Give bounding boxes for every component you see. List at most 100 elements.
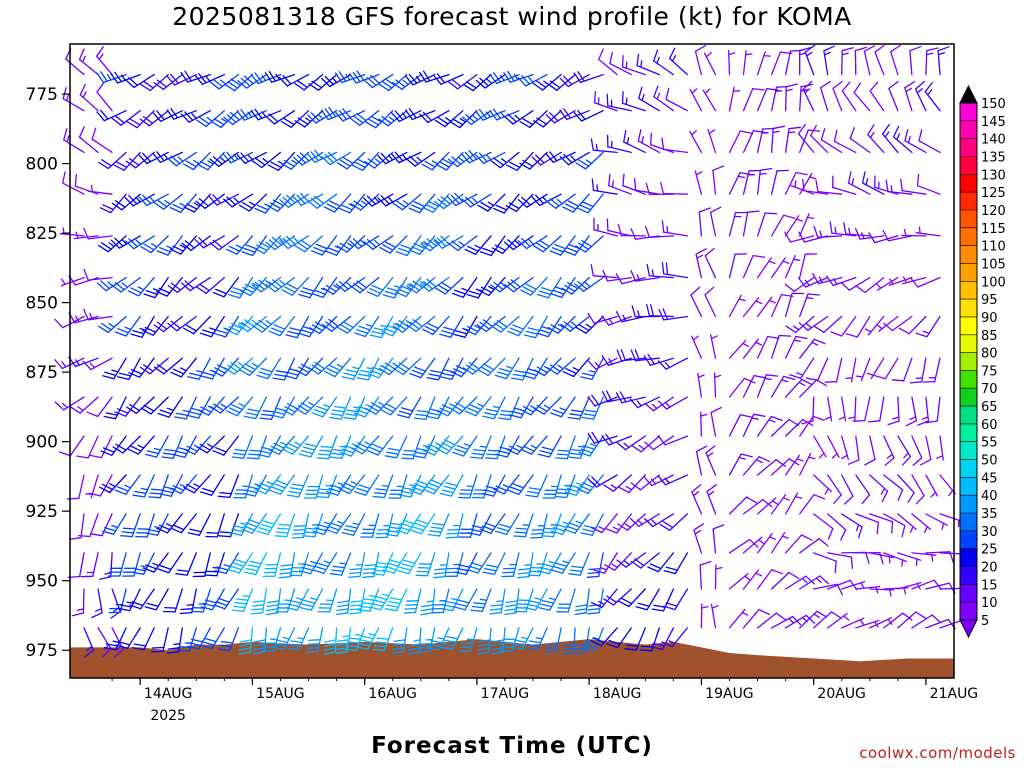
wind-barb xyxy=(392,193,422,211)
wind-barb xyxy=(324,357,352,378)
wind-barb xyxy=(799,172,817,195)
wind-barb xyxy=(170,513,197,534)
wind-barb xyxy=(117,588,141,612)
wind-barb xyxy=(445,513,464,539)
wind-barb xyxy=(199,474,225,496)
wind-barb xyxy=(843,222,871,237)
wind-barb xyxy=(371,552,394,576)
wind-barb xyxy=(630,552,660,569)
wind-barb xyxy=(657,357,689,370)
wind-barb xyxy=(593,217,618,237)
wind-barb xyxy=(827,474,842,505)
y-tick-label: 950 xyxy=(26,572,58,592)
wind-barb xyxy=(660,181,689,195)
wind-barb xyxy=(409,474,436,496)
wind-barb xyxy=(489,588,506,615)
wind-barb xyxy=(536,276,562,299)
wind-barb xyxy=(144,435,169,458)
wind-barb xyxy=(911,579,942,590)
wind-barb xyxy=(770,532,789,554)
wind-barb xyxy=(286,474,310,498)
wind-barb xyxy=(470,588,492,613)
wind-barb xyxy=(401,435,422,460)
wind-barbs-layer xyxy=(54,44,970,658)
wind-barb xyxy=(756,415,783,437)
wind-barb xyxy=(351,435,380,455)
colorbar-swatch xyxy=(960,174,977,193)
wind-barb xyxy=(264,70,296,83)
wind-barb xyxy=(897,611,927,629)
wind-barb xyxy=(519,110,548,129)
colorbar-swatch xyxy=(960,548,977,567)
wind-barb xyxy=(316,474,338,499)
wind-barb xyxy=(179,588,197,615)
wind-barb xyxy=(799,213,815,237)
wind-barb xyxy=(784,292,805,318)
wind-barb xyxy=(462,73,492,92)
wind-barb xyxy=(861,171,885,195)
wind-barb xyxy=(217,627,240,652)
wind-barb xyxy=(901,228,927,237)
wind-barb xyxy=(278,73,310,87)
wind-barb xyxy=(855,585,881,594)
wind-barb xyxy=(298,276,324,299)
wind-barb xyxy=(911,513,932,533)
colorbar-swatch xyxy=(960,602,977,621)
wind-barb xyxy=(799,379,828,398)
colorbar-label: 15 xyxy=(981,578,998,593)
wind-barb xyxy=(742,169,762,195)
wind-barb xyxy=(728,538,759,554)
wind-barb xyxy=(59,227,85,237)
wind-barb xyxy=(69,513,85,540)
wind-barb xyxy=(866,357,885,380)
colorbar-swatch xyxy=(960,138,977,157)
wind-barb xyxy=(925,396,941,424)
wind-barb xyxy=(280,110,310,128)
wind-barb xyxy=(784,126,802,154)
wind-barb xyxy=(605,513,632,534)
colorbar-swatch xyxy=(960,281,977,300)
wind-barb xyxy=(399,474,422,498)
wind-barb xyxy=(568,435,590,460)
wind-barb xyxy=(396,396,422,419)
wind-barb xyxy=(494,357,520,380)
wind-barb xyxy=(89,435,113,459)
wind-barb xyxy=(657,396,689,410)
wind-barb xyxy=(643,513,675,528)
wind-barb xyxy=(82,357,113,371)
wind-barb xyxy=(924,81,941,112)
wind-barb xyxy=(665,87,689,112)
wind-barb xyxy=(874,44,885,76)
wind-barb xyxy=(525,627,548,651)
wind-barb xyxy=(643,353,675,366)
wind-barb xyxy=(742,129,766,154)
wind-barb xyxy=(590,263,618,279)
wind-barb xyxy=(251,151,282,169)
wind-barb xyxy=(797,123,815,154)
wind-barb xyxy=(69,396,99,414)
wind-barb xyxy=(461,193,492,208)
wind-barb xyxy=(183,193,211,213)
wind-barb xyxy=(182,315,211,335)
wind-barb xyxy=(915,315,941,338)
colorbar-swatch xyxy=(960,495,977,514)
colorbar-label: 85 xyxy=(981,329,998,344)
wind-barb xyxy=(363,235,394,250)
wind-barb xyxy=(464,235,492,255)
colorbar-swatch xyxy=(960,388,977,407)
wind-barb xyxy=(587,588,604,615)
wind-barb xyxy=(427,513,450,537)
wind-barb xyxy=(213,588,240,610)
wind-barb xyxy=(88,474,113,497)
wind-barb xyxy=(840,276,871,291)
wind-barb xyxy=(703,52,717,76)
wind-barb xyxy=(633,178,660,195)
colorbar-label: 45 xyxy=(981,471,998,486)
wind-barb xyxy=(432,552,450,579)
wind-barb xyxy=(372,474,394,499)
wind-barb xyxy=(799,538,829,554)
colorbar-swatch xyxy=(960,156,977,175)
wind-barb xyxy=(112,435,141,454)
wind-barb xyxy=(784,83,798,112)
wind-barb xyxy=(829,221,857,237)
